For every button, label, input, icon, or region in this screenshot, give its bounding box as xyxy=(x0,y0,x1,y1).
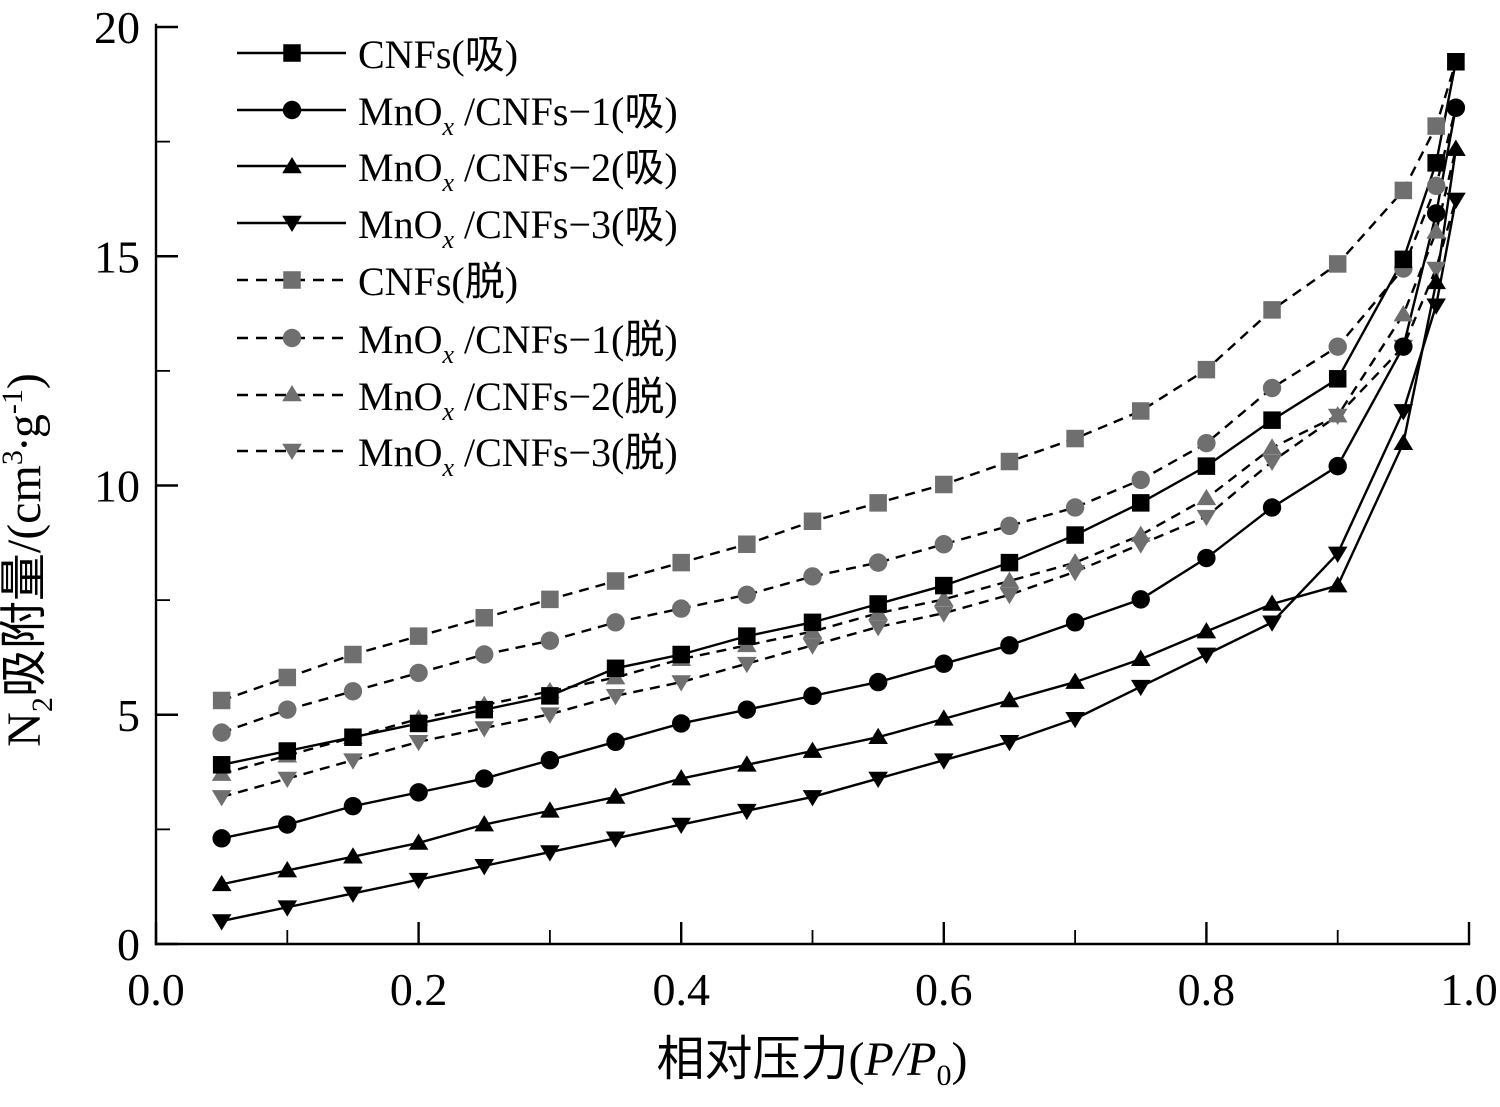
svg-text:0: 0 xyxy=(117,919,140,970)
svg-text:15: 15 xyxy=(94,231,140,282)
svg-text:MnOx /CNFs−3(吸): MnOx /CNFs−3(吸) xyxy=(358,202,678,254)
svg-text:CNFs(脱): CNFs(脱) xyxy=(358,259,518,304)
svg-text:N2吸附量/(cm3∙g-1): N2吸附量/(cm3∙g-1) xyxy=(0,373,59,747)
svg-text:20: 20 xyxy=(94,2,140,53)
svg-text:10: 10 xyxy=(94,461,140,512)
svg-text:0.4: 0.4 xyxy=(652,964,710,1015)
svg-text:0.2: 0.2 xyxy=(390,964,448,1015)
svg-text:1.0: 1.0 xyxy=(1440,964,1498,1015)
svg-text:0.6: 0.6 xyxy=(915,964,973,1015)
svg-text:0.0: 0.0 xyxy=(127,964,185,1015)
svg-text:5: 5 xyxy=(117,690,140,741)
svg-text:MnOx /CNFs−2(吸): MnOx /CNFs−2(吸) xyxy=(358,145,678,197)
svg-text:相对压力(P/P0): 相对压力(P/P0) xyxy=(657,1033,968,1092)
svg-text:CNFs(吸): CNFs(吸) xyxy=(358,32,518,77)
svg-text:MnOx /CNFs−2(脱): MnOx /CNFs−2(脱) xyxy=(358,374,678,426)
svg-text:MnOx /CNFs−1(吸): MnOx /CNFs−1(吸) xyxy=(358,89,678,141)
svg-text:MnOx /CNFs−1(脱): MnOx /CNFs−1(脱) xyxy=(358,317,678,369)
svg-text:0.8: 0.8 xyxy=(1178,964,1236,1015)
svg-text:MnOx /CNFs−3(脱): MnOx /CNFs−3(脱) xyxy=(358,430,678,482)
